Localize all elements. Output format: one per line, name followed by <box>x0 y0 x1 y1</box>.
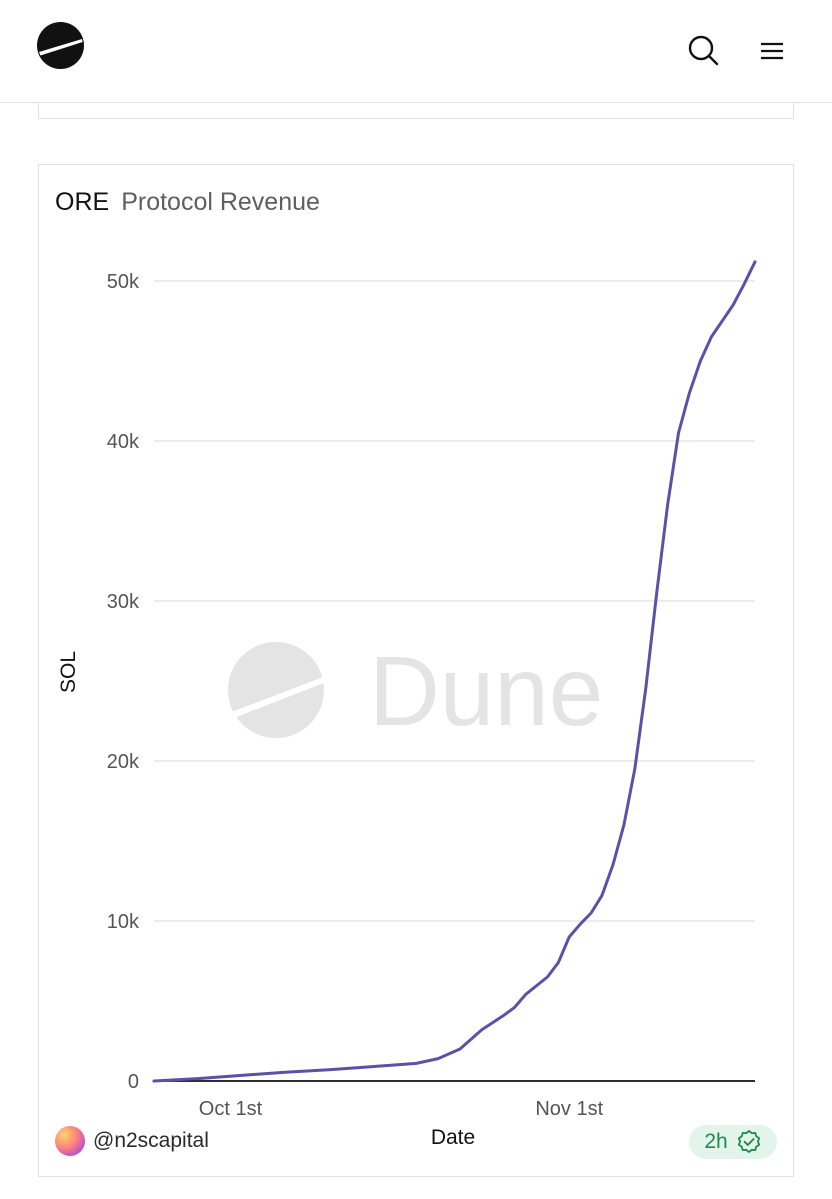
dune-logo-icon[interactable] <box>37 22 84 69</box>
chart-title-metric: Protocol Revenue <box>121 188 320 216</box>
x-tick-label: Nov 1st <box>535 1098 603 1120</box>
dune-watermark-logo-icon <box>228 642 324 738</box>
chart-title: ORE Protocol Revenue <box>55 187 320 217</box>
x-axis-label: Date <box>431 1126 475 1149</box>
dune-watermark-text: Dune <box>369 636 603 746</box>
y-tick-label: 10k <box>107 911 140 933</box>
freshness-badge[interactable]: 2h <box>689 1125 777 1159</box>
hamburger-menu-icon[interactable] <box>758 37 786 65</box>
top-header <box>0 0 832 103</box>
search-icon[interactable] <box>686 33 720 67</box>
chart-card: Dune 0 10k 20k 30k 40k 50k Oct 1st Nov 1st Date S… <box>38 164 794 1177</box>
y-tick-label: 40k <box>107 431 140 453</box>
author-name: @n2scapital <box>93 1129 209 1152</box>
y-tick-label: 20k <box>107 751 140 773</box>
verified-badge-icon <box>737 1130 760 1153</box>
line-chart: Dune 0 10k 20k 30k 40k 50k Oct 1st Nov 1st Date S… <box>57 260 757 1149</box>
chart-title-project: ORE <box>55 188 110 216</box>
author-avatar <box>55 1126 85 1156</box>
previous-card-edge <box>38 103 794 119</box>
freshness-text: 2h <box>704 1130 728 1153</box>
y-tick-label: 50k <box>107 271 140 293</box>
y-axis-label: SOL <box>57 651 80 693</box>
y-tick-label: 30k <box>107 591 140 613</box>
author-link[interactable]: @n2scapital <box>55 1126 209 1156</box>
series-line-protocol-revenue <box>152 260 757 1083</box>
dune-watermark: Dune <box>228 636 603 746</box>
y-tick-label: 0 <box>128 1071 139 1093</box>
x-tick-label: Oct 1st <box>199 1098 263 1120</box>
